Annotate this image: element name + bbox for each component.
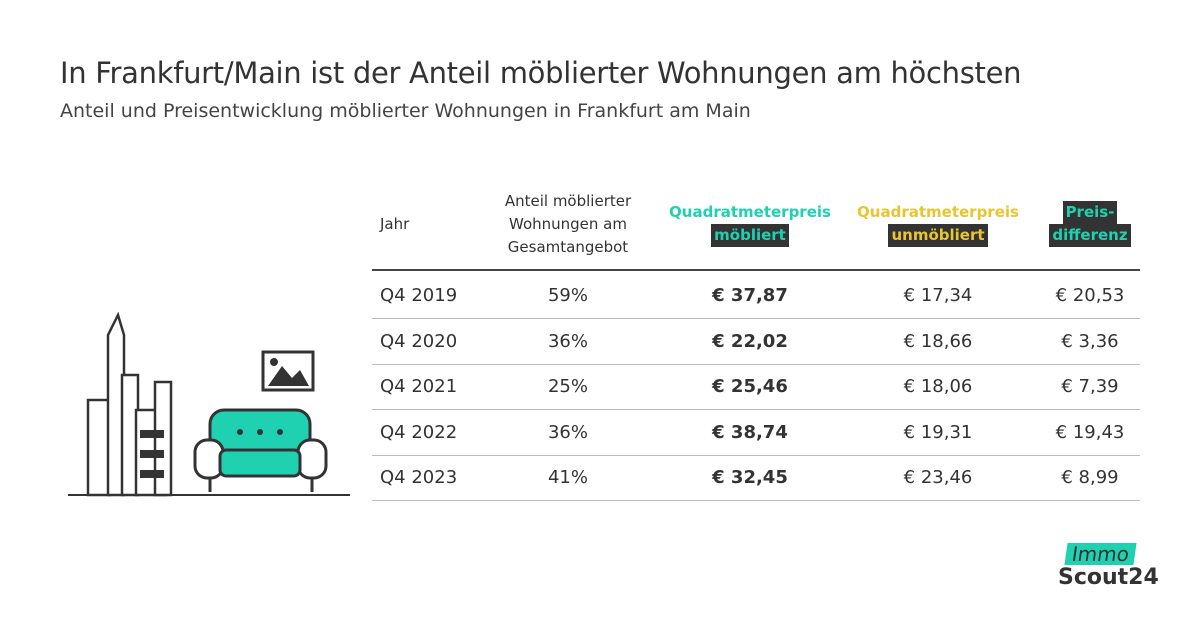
table-cell: € 19,31 <box>903 421 973 443</box>
column-header: Quadratmeterpreis unmöbliert <box>843 201 1033 247</box>
illustration <box>68 311 350 497</box>
table-cell: € 38,74 <box>712 421 788 443</box>
table-cell: € 32,45 <box>712 467 788 489</box>
table-cell: 36% <box>547 330 588 352</box>
table-cell: € 23,46 <box>903 467 973 489</box>
table-cell: € 22,02 <box>712 330 788 352</box>
table-cell: € 3,36 <box>1061 330 1119 352</box>
table-cell: € 20,53 <box>1055 285 1125 306</box>
row-rule <box>372 454 1140 456</box>
subtitle: Anteil und Preisentwicklung möblierter W… <box>60 100 751 122</box>
header-line: Quadratmeterpreis <box>857 203 1019 221</box>
table-cell: 59% <box>547 285 588 306</box>
column-header: Anteil möblierter Wohnungen am Gesamtangeb… <box>473 190 663 259</box>
table-cell: Q4 2021 <box>380 376 458 398</box>
table-cell: 41% <box>547 467 588 489</box>
header-line: Gesamtangebot <box>507 238 629 256</box>
row-rule <box>372 500 1140 502</box>
logo-text: Scout24 <box>1058 565 1159 590</box>
header-line: unmöbliert <box>888 224 988 247</box>
column-header: Quadratmeterpreis möbliert <box>655 201 845 247</box>
header-rule <box>372 269 1140 271</box>
table-cell: Q4 2020 <box>380 330 458 352</box>
table-cell: € 8,99 <box>1061 467 1119 489</box>
header-line: Wohnungen am <box>509 215 627 233</box>
table-cell: € 19,43 <box>1055 421 1125 443</box>
table-cell: 36% <box>547 421 588 443</box>
logo-mark: Immo <box>1064 542 1137 566</box>
table-cell: € 18,66 <box>903 330 973 352</box>
table-cell: Q4 2022 <box>380 421 458 443</box>
row-rule <box>372 409 1140 411</box>
table-cell: € 7,39 <box>1061 376 1119 398</box>
row-rule <box>372 318 1140 319</box>
table-cell: € 17,34 <box>903 285 973 306</box>
table-cell: € 18,06 <box>903 376 973 398</box>
header-line: differenz <box>1049 224 1131 247</box>
title: In Frankfurt/Main ist der Anteil möblier… <box>60 56 1022 90</box>
header-line: möbliert <box>711 224 789 247</box>
table-cell: € 37,87 <box>712 285 788 306</box>
table-cell: Q4 2019 <box>380 285 458 306</box>
table-cell: 25% <box>547 376 588 398</box>
header-line: Quadratmeterpreis <box>669 203 831 221</box>
table-cell: Q4 2023 <box>380 467 458 489</box>
header-line: Jahr <box>380 215 410 233</box>
column-header: Preis-differenz <box>995 201 1185 247</box>
row-rule <box>372 363 1140 365</box>
header-line: Preis- <box>1062 201 1118 224</box>
column-header: Jahr <box>380 213 460 236</box>
header-line: Anteil möblierter <box>504 192 632 210</box>
table-cell: € 25,46 <box>712 376 788 398</box>
